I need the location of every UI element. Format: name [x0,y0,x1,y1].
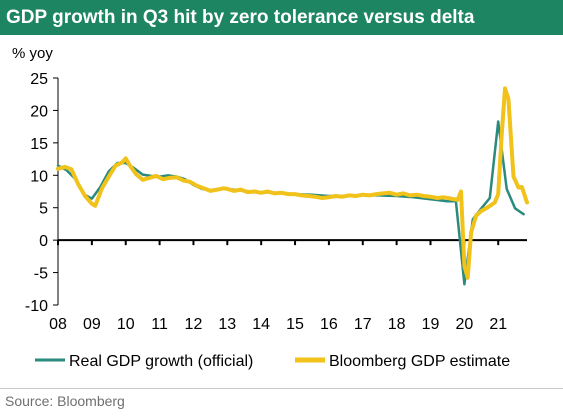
legend-label-official: Real GDP growth (official) [69,353,253,370]
y-axis-unit-label: % yoy [12,45,53,62]
legend: Real GDP growth (official) Bloomberg GDP … [35,353,510,370]
x-tick-label: 21 [489,316,507,333]
y-tick-label: -10 [25,298,48,315]
x-tick-label: 15 [286,316,304,333]
y-tick-label: 20 [30,103,48,120]
y-tick-label: 25 [30,71,48,88]
series-line-official [56,120,525,286]
x-tick-label: 16 [320,316,338,333]
x-tick-label: 12 [185,316,203,333]
x-tick-label: 17 [354,316,372,333]
y-tick-label: 5 [39,201,48,218]
y-tick-label: -5 [34,266,48,283]
x-tick-label: 11 [151,316,168,333]
x-tick-label: 09 [83,316,101,333]
x-tick-label: 10 [117,316,135,333]
x-tick-label: 20 [455,316,473,333]
x-tick-label: 13 [218,316,236,333]
x-tick-label: 14 [252,316,270,333]
x-tick-label: 18 [388,316,406,333]
series-line-bloomberg [56,86,529,280]
chart-title: GDP growth in Q3 hit by zero tolerance v… [0,0,563,35]
x-tick-label: 08 [49,316,67,333]
x-tick-label: 19 [422,316,440,333]
legend-label-bloomberg: Bloomberg GDP estimate [329,353,510,370]
y-tick-label: 15 [30,136,48,153]
source-note: Source: Bloomberg [5,393,125,409]
y-tick-label: 10 [30,168,48,185]
y-tick-label: 0 [39,233,48,250]
source-divider [0,388,563,389]
